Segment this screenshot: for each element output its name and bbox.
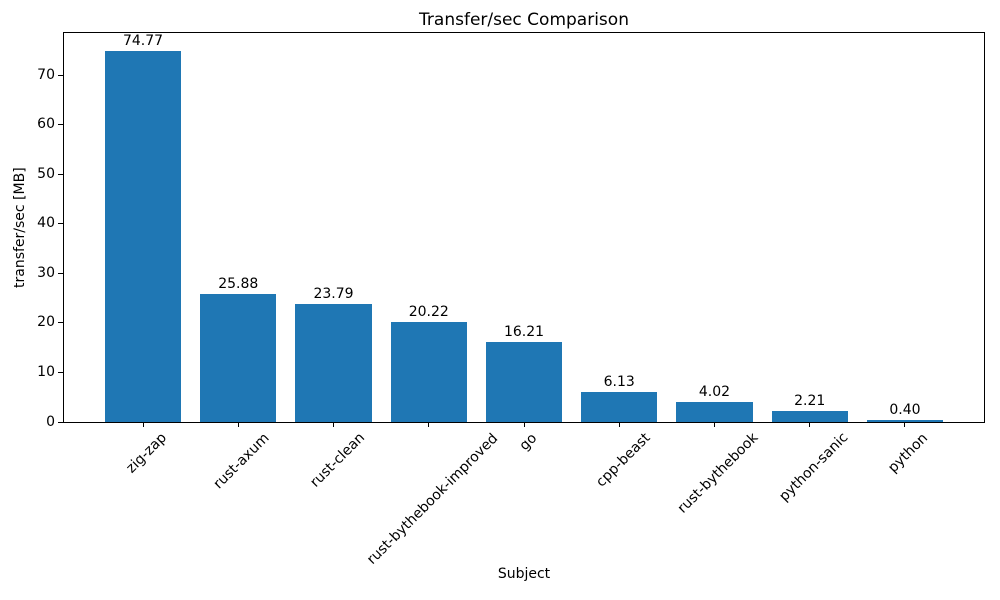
y-tick-label: 60 xyxy=(37,116,55,133)
x-tick-label-rust-clean: rust-clean xyxy=(306,429,368,491)
x-tick-label-rust-bythebook-improved: rust-bythebook-improved xyxy=(363,430,501,568)
y-tick-label: 30 xyxy=(37,264,55,281)
bar-value-label: 0.40 xyxy=(889,402,921,419)
bar-rust-axum xyxy=(200,293,277,422)
x-tick-label-go: go xyxy=(516,429,540,454)
x-tick-mark xyxy=(904,423,906,427)
bar-go xyxy=(485,341,563,422)
bar-rust-clean xyxy=(295,304,372,422)
bar-cpp-beast xyxy=(581,391,658,422)
bar-value-label: 20.22 xyxy=(408,303,449,320)
x-tick-label-python-sanic: python-sanic xyxy=(775,429,852,506)
bar-value-label: 23.79 xyxy=(313,286,354,303)
bar-zig-zap xyxy=(104,51,182,422)
y-tick-mark xyxy=(58,421,63,423)
y-tick-mark xyxy=(58,223,63,225)
bar-value-label: 25.88 xyxy=(218,275,259,292)
y-tick-mark xyxy=(58,272,63,274)
x-tick-label-cpp-beast: cpp-beast xyxy=(592,429,654,491)
bar-value-label: 16.21 xyxy=(503,323,545,340)
x-tick-mark xyxy=(713,423,715,427)
bar-python xyxy=(866,420,944,422)
x-tick-mark xyxy=(333,423,334,427)
y-tick-mark xyxy=(58,74,63,76)
x-tick-label-rust-axum: rust-axum xyxy=(210,430,273,493)
x-tick-label-zig-zap: zig-zap xyxy=(123,430,170,477)
x-tick-label-python: python xyxy=(885,430,932,476)
bar-value-label: 6.13 xyxy=(603,373,635,390)
y-tick-label: 40 xyxy=(37,215,55,232)
x-axis-label: Subject xyxy=(497,566,551,582)
y-tick-label: 10 xyxy=(37,363,55,380)
y-tick-mark xyxy=(58,124,63,126)
chart-title: Transfer/sec Comparison xyxy=(419,10,629,30)
x-tick-mark xyxy=(428,423,430,427)
bar-value-label: 2.21 xyxy=(794,393,826,410)
x-tick-label-rust-bythebook: rust-bythebook xyxy=(674,430,762,517)
y-tick-label: 70 xyxy=(37,66,55,83)
x-tick-mark xyxy=(237,423,239,427)
x-tick-mark xyxy=(809,423,811,427)
y-tick-mark xyxy=(58,371,63,373)
bar-rust-bythebook xyxy=(676,402,753,422)
y-tick-label: 20 xyxy=(37,314,55,331)
y-tick-label: 0 xyxy=(46,413,55,430)
x-tick-mark xyxy=(523,423,525,427)
x-tick-mark xyxy=(618,423,620,427)
y-tick-label: 50 xyxy=(37,165,55,182)
x-tick-mark xyxy=(142,423,144,427)
y-tick-mark xyxy=(58,322,63,324)
bar-python-sanic xyxy=(771,411,848,422)
bar-rust-bythebook-improved xyxy=(390,321,467,422)
y-tick-mark xyxy=(58,173,63,175)
bar-value-label: 74.77 xyxy=(122,33,164,50)
bar-value-label: 4.02 xyxy=(698,384,731,401)
